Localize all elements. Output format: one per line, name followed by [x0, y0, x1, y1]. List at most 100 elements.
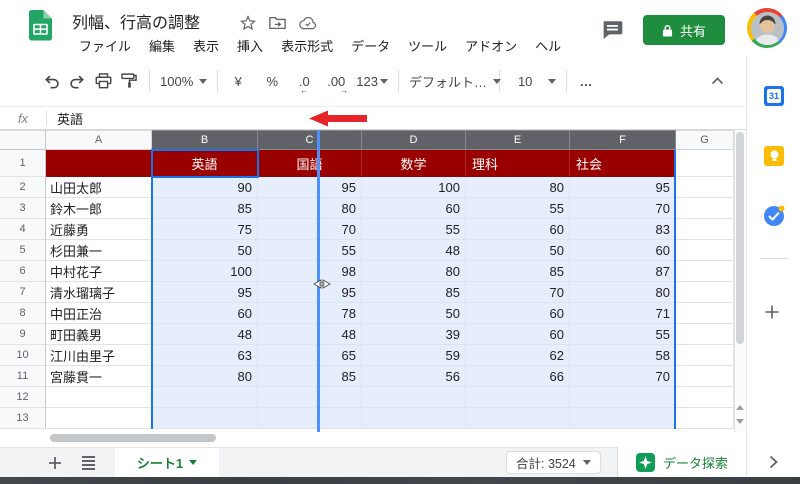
- cell-C10[interactable]: 65: [258, 345, 362, 366]
- cell-E8[interactable]: 60: [466, 303, 570, 324]
- row-header-11[interactable]: 11: [0, 366, 46, 387]
- cell-C4[interactable]: 70: [258, 219, 362, 240]
- row-header-1[interactable]: 1: [0, 150, 46, 177]
- cell-C11[interactable]: 85: [258, 366, 362, 387]
- header-cell-E1[interactable]: 理科: [466, 150, 570, 177]
- document-title[interactable]: 列幅、行高の調整: [72, 15, 201, 32]
- comment-history-icon[interactable]: [602, 20, 624, 40]
- google-calendar-icon[interactable]: 31: [764, 86, 784, 106]
- cell-F12[interactable]: [570, 387, 676, 408]
- menu-item-1[interactable]: 編集: [149, 39, 176, 54]
- more-toolbar-options[interactable]: …: [579, 73, 595, 89]
- cell-B9[interactable]: 48: [152, 324, 258, 345]
- cell-B3[interactable]: 85: [152, 198, 258, 219]
- menu-item-6[interactable]: ツール: [408, 39, 448, 54]
- cell-E2[interactable]: 80: [466, 177, 570, 198]
- google-sheets-logo-icon[interactable]: [29, 10, 52, 41]
- row-header-8[interactable]: 8: [0, 303, 46, 324]
- cell-G12[interactable]: [676, 387, 734, 408]
- star-icon[interactable]: [240, 15, 256, 31]
- expand-side-panel-button[interactable]: [746, 447, 800, 477]
- google-keep-icon[interactable]: [764, 146, 784, 166]
- cell-E6[interactable]: 85: [466, 261, 570, 282]
- cell-A13[interactable]: [46, 408, 152, 429]
- menu-item-3[interactable]: 挿入: [237, 39, 264, 54]
- cell-C7[interactable]: 95: [258, 282, 362, 303]
- cell-E7[interactable]: 70: [466, 282, 570, 303]
- google-tasks-icon[interactable]: [764, 205, 785, 226]
- column-header-D[interactable]: D: [362, 130, 466, 150]
- format-percent-button[interactable]: %: [266, 73, 279, 89]
- cell-A2[interactable]: 山田太郎: [46, 177, 152, 198]
- row-header-5[interactable]: 5: [0, 240, 46, 261]
- menu-item-0[interactable]: ファイル: [79, 39, 132, 54]
- add-sheet-button[interactable]: [48, 456, 62, 470]
- cell-F8[interactable]: 71: [570, 303, 676, 324]
- cell-D6[interactable]: 80: [362, 261, 466, 282]
- paint-format-button[interactable]: [116, 68, 142, 94]
- cell-C9[interactable]: 48: [258, 324, 362, 345]
- cell-E12[interactable]: [466, 387, 570, 408]
- cell-D9[interactable]: 39: [362, 324, 466, 345]
- cell-G13[interactable]: [676, 408, 734, 429]
- column-header-E[interactable]: E: [466, 130, 570, 150]
- cell-G8[interactable]: [676, 303, 734, 324]
- cell-G4[interactable]: [676, 219, 734, 240]
- cell-F13[interactable]: [570, 408, 676, 429]
- cell-G3[interactable]: [676, 198, 734, 219]
- cell-E3[interactable]: 55: [466, 198, 570, 219]
- cell-F5[interactable]: 60: [570, 240, 676, 261]
- cell-B6[interactable]: 100: [152, 261, 258, 282]
- cell-B13[interactable]: [152, 408, 258, 429]
- cell-F6[interactable]: 87: [570, 261, 676, 282]
- cell-C8[interactable]: 78: [258, 303, 362, 324]
- cell-F9[interactable]: 55: [570, 324, 676, 345]
- header-cell-F1[interactable]: 社会: [570, 150, 676, 177]
- get-addons-button[interactable]: [764, 304, 780, 320]
- cell-B10[interactable]: 63: [152, 345, 258, 366]
- cell-G6[interactable]: [676, 261, 734, 282]
- row-header-4[interactable]: 4: [0, 219, 46, 240]
- menu-item-4[interactable]: 表示形式: [281, 39, 334, 54]
- cell-D13[interactable]: [362, 408, 466, 429]
- cell-G10[interactable]: [676, 345, 734, 366]
- header-cell-D1[interactable]: 数学: [362, 150, 466, 177]
- cell-G1[interactable]: [676, 150, 734, 177]
- cell-D7[interactable]: 85: [362, 282, 466, 303]
- row-header-6[interactable]: 6: [0, 261, 46, 282]
- sum-summary-button[interactable]: 合計: 3524: [506, 451, 601, 474]
- header-cell-A1[interactable]: [46, 150, 152, 177]
- move-to-folder-icon[interactable]: [269, 16, 286, 30]
- menu-item-7[interactable]: アドオン: [465, 39, 518, 54]
- cell-A11[interactable]: 宮藤貫一: [46, 366, 152, 387]
- column-header-G[interactable]: G: [676, 130, 734, 150]
- print-button[interactable]: [90, 68, 116, 94]
- cell-G2[interactable]: [676, 177, 734, 198]
- cell-F3[interactable]: 70: [570, 198, 676, 219]
- cell-D11[interactable]: 56: [362, 366, 466, 387]
- menu-item-8[interactable]: ヘル: [535, 39, 562, 54]
- cell-C5[interactable]: 55: [258, 240, 362, 261]
- row-header-13[interactable]: 13: [0, 408, 46, 429]
- cell-D8[interactable]: 50: [362, 303, 466, 324]
- cell-B12[interactable]: [152, 387, 258, 408]
- undo-button[interactable]: [38, 68, 64, 94]
- scroll-down-button[interactable]: [735, 416, 745, 426]
- column-header-B[interactable]: B: [152, 130, 258, 150]
- row-header-9[interactable]: 9: [0, 324, 46, 345]
- cell-C6[interactable]: 98: [258, 261, 362, 282]
- redo-button[interactable]: [64, 68, 90, 94]
- row-header-12[interactable]: 12: [0, 387, 46, 408]
- cell-D2[interactable]: 100: [362, 177, 466, 198]
- cell-A5[interactable]: 杉田兼一: [46, 240, 152, 261]
- formula-bar-value[interactable]: 英語: [57, 111, 84, 127]
- cell-B2[interactable]: 90: [152, 177, 258, 198]
- cell-D10[interactable]: 59: [362, 345, 466, 366]
- share-button[interactable]: 共有: [643, 15, 725, 45]
- sheet-tab[interactable]: シート1: [115, 447, 219, 478]
- cell-G7[interactable]: [676, 282, 734, 303]
- cell-E11[interactable]: 66: [466, 366, 570, 387]
- cell-F7[interactable]: 80: [570, 282, 676, 303]
- cell-A7[interactable]: 清水瑠璃子: [46, 282, 152, 303]
- horizontal-scrollbar-thumb[interactable]: [50, 434, 216, 442]
